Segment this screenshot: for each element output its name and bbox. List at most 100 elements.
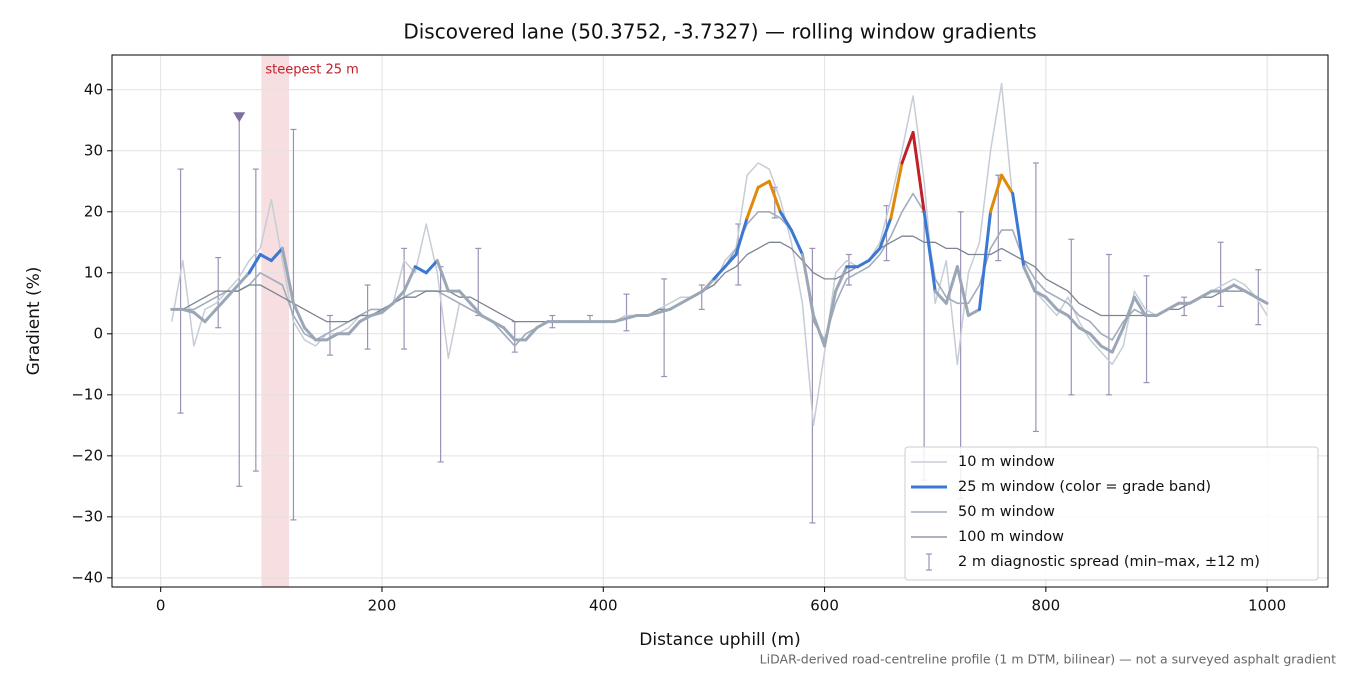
series-segment — [1033, 289, 1048, 299]
x-tick-label: 400 — [589, 597, 618, 615]
series-segment — [380, 301, 395, 314]
axes-frame — [111, 54, 1329, 588]
series-segment — [291, 301, 307, 330]
series-segment — [966, 307, 981, 318]
spread-bar — [661, 278, 668, 378]
y-tick-label: −30 — [71, 507, 103, 525]
series-segment — [491, 320, 506, 330]
series-segment — [900, 130, 915, 165]
series-segment — [502, 326, 517, 342]
series-segment — [712, 265, 727, 281]
series-segment — [657, 307, 672, 314]
x-tick-label: 200 — [368, 597, 397, 615]
spread-bar — [177, 168, 184, 414]
x-tick-label: 600 — [810, 597, 839, 615]
series-segment — [1254, 295, 1269, 305]
series-segment — [402, 265, 417, 293]
spread-bar — [623, 293, 630, 332]
series-segment — [856, 259, 871, 269]
series-segment — [800, 253, 815, 318]
y-tick-label: −40 — [71, 568, 103, 586]
series-segment — [811, 314, 827, 348]
spread-bar — [809, 247, 816, 524]
legend-label: 10 m window — [958, 454, 1055, 470]
spread-bar — [698, 284, 705, 311]
series-segment — [1022, 265, 1037, 293]
series-segment — [480, 314, 495, 324]
spread-bar — [290, 128, 297, 521]
x-axis-label: Distance uphill (m) — [639, 630, 800, 650]
series-segment — [1132, 295, 1147, 318]
series-segment — [679, 295, 694, 305]
series-segment — [1154, 307, 1170, 318]
series-segment — [1121, 295, 1136, 330]
y-tick-label: 10 — [84, 263, 103, 281]
series-segment — [878, 216, 893, 250]
series-segment — [977, 210, 993, 311]
y-axis-label: Gradient (%) — [24, 267, 44, 376]
series-segment — [690, 289, 705, 299]
series-segment — [524, 326, 539, 342]
series-segment — [955, 265, 970, 318]
series-segment — [236, 271, 251, 287]
steepest-band — [261, 55, 290, 587]
series-segment — [369, 310, 384, 318]
axes: steepest 25 m0 200 400 600 800 1000−40−30−20−… — [71, 63, 1286, 615]
series-segment — [745, 185, 760, 220]
series-segment — [1188, 295, 1203, 305]
y-tick-label: 30 — [84, 141, 103, 159]
series-segment — [767, 179, 782, 214]
series-segment — [358, 314, 373, 324]
series-segment — [280, 246, 295, 305]
series-segment — [834, 265, 849, 293]
series-segment — [214, 295, 229, 311]
series-segment — [435, 259, 450, 293]
x-tick-label: 1000 — [1248, 597, 1286, 615]
series-segment — [181, 307, 196, 314]
legend: 10 m window 25 m window (color = grade ba… — [904, 446, 1319, 581]
legend-label: 50 m window — [958, 504, 1055, 520]
series-segment — [723, 253, 738, 269]
spread-bar — [1032, 162, 1039, 433]
series-segment — [347, 320, 362, 336]
spread-bar — [401, 247, 408, 350]
series-segment — [1110, 326, 1125, 354]
series-segment — [1066, 314, 1081, 330]
series-segment — [1077, 326, 1092, 336]
y-tick-label: 20 — [84, 202, 103, 220]
series-segment — [258, 253, 273, 263]
legend-box — [904, 446, 1319, 581]
series-segment — [778, 210, 793, 232]
series-segment — [303, 326, 318, 342]
series-segment — [989, 173, 1004, 214]
series-segment — [789, 228, 804, 256]
series-line — [171, 235, 1268, 323]
series-segment — [424, 259, 439, 275]
series-segment — [933, 289, 948, 305]
spread-bar — [845, 253, 852, 286]
series-segment — [1088, 332, 1103, 348]
series-segment — [457, 289, 472, 305]
series-segment — [1166, 301, 1181, 311]
y-tick-label: 40 — [84, 80, 103, 98]
series-segment — [867, 246, 882, 263]
series-segment — [1199, 289, 1214, 299]
series-segment — [192, 310, 207, 324]
series-segment — [468, 301, 484, 318]
series-segment — [1232, 283, 1247, 293]
spread-bar — [1217, 241, 1224, 307]
spread-bar — [1143, 275, 1150, 384]
series-segment — [535, 320, 550, 330]
series-segment — [1221, 283, 1236, 293]
x-tick-label: 800 — [1032, 597, 1061, 615]
series-segment — [325, 332, 340, 342]
legend-label: 25 m window (color = grade band) — [958, 479, 1211, 495]
series-segment — [1243, 289, 1258, 299]
spread-bar — [215, 256, 222, 329]
series-segment — [922, 210, 937, 293]
series-segment — [911, 130, 926, 214]
spread-bar — [252, 168, 259, 472]
legend-label: 100 m window — [958, 529, 1064, 545]
series-segment — [203, 307, 218, 324]
